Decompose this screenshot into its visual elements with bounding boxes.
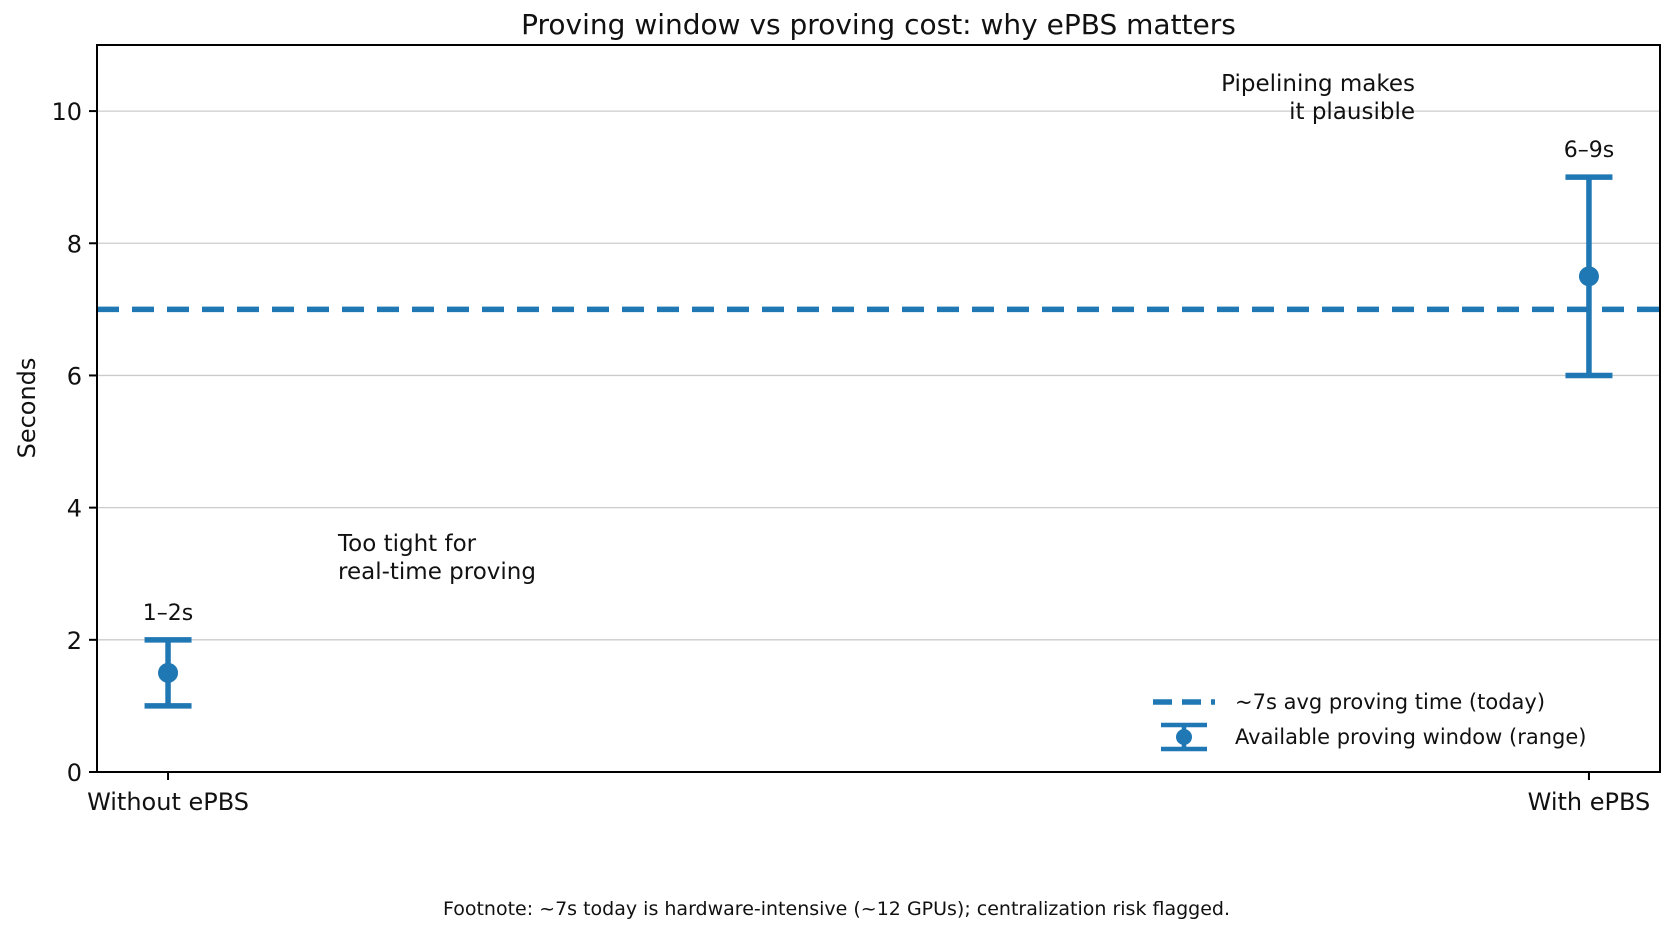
legend-entry-window: Available proving window (range) [1152, 721, 1586, 753]
range-label: 6–9s [1564, 138, 1614, 163]
axes-frame [96, 44, 1661, 773]
legend-entry-refline: ~7s avg proving time (today) [1152, 686, 1586, 718]
legend: ~7s avg proving time (today) Available p… [1152, 686, 1586, 753]
annotation-pipelining: Pipelining makes it plausible [1221, 71, 1415, 125]
footnote: Footnote: ~7s today is hardware-intensiv… [442, 898, 1231, 920]
dashed-line-swatch [1153, 699, 1215, 705]
y-axis-label: Seconds [13, 357, 41, 459]
legend-label-refline: ~7s avg proving time (today) [1235, 690, 1546, 714]
range-label: 1–2s [143, 601, 193, 626]
y-tick-label: 8 [67, 230, 82, 258]
errorbar-marker [1578, 266, 1599, 287]
y-tick-label: 0 [67, 759, 82, 787]
x-tick-label: With ePBS [1528, 788, 1651, 816]
x-tick-label: Without ePBS [87, 788, 249, 816]
y-tick-label: 10 [51, 98, 82, 126]
y-tick-label: 6 [67, 362, 82, 390]
annotation-too-tight: Too tight for real-time proving [338, 531, 536, 585]
legend-label-window: Available proving window (range) [1235, 725, 1587, 749]
errorbar-marker [158, 662, 179, 683]
y-tick-label: 2 [67, 627, 82, 655]
chart-title: Proving window vs proving cost: why ePBS… [521, 8, 1236, 41]
errorbar-swatch [1161, 722, 1207, 752]
y-tick-label: 4 [67, 495, 82, 523]
